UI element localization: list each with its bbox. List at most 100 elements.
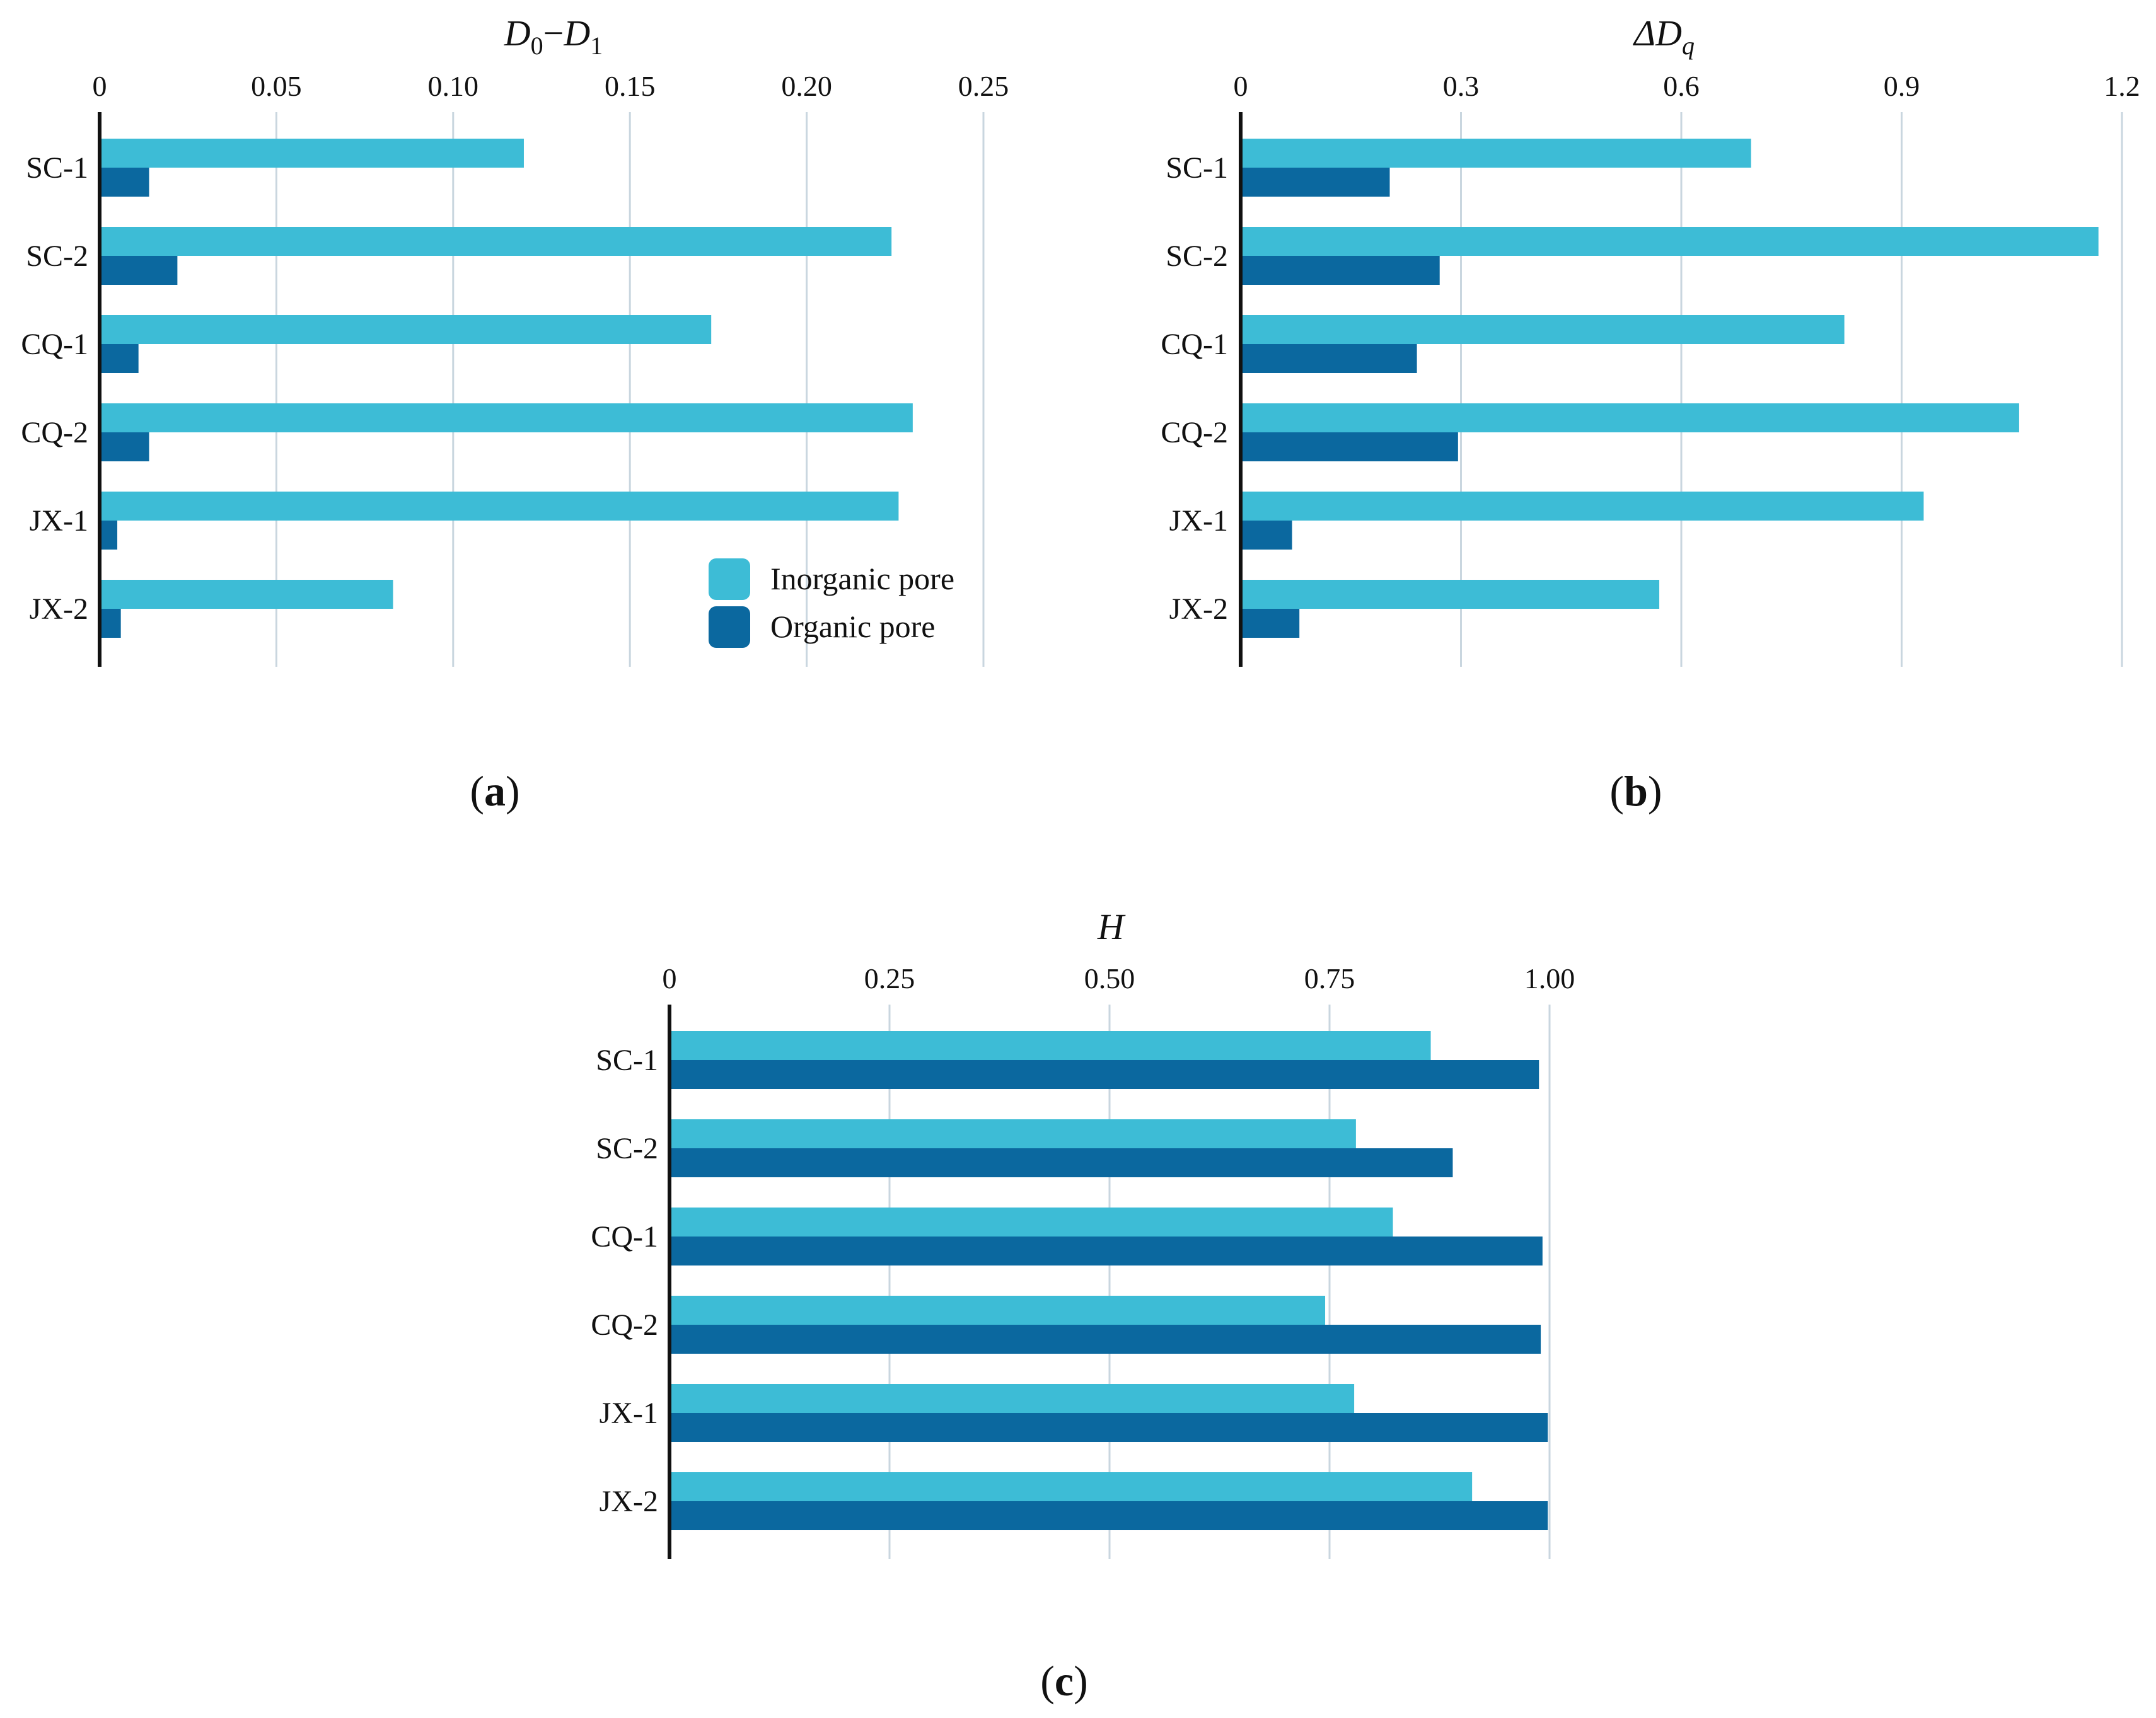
category-label: SC-2: [26, 239, 88, 273]
bars: [1241, 139, 2099, 638]
category-label: JX-1: [600, 1397, 658, 1430]
bar-inorganic-sc-1: [669, 1031, 1431, 1060]
bar-inorganic-sc-1: [100, 139, 524, 168]
x-tick-label: 1.2: [2104, 70, 2140, 102]
category-label: CQ-2: [591, 1308, 658, 1342]
chart-h: 0 0.25 0.50 0.75 1.00 SC-1 SC-2 CQ-1 CQ-2 JX-1 JX…: [591, 906, 1575, 1705]
gridlines: [888, 1005, 1551, 1559]
title-main: H: [1097, 906, 1126, 947]
panel-label: (a): [470, 767, 519, 815]
category-label: JX-2: [1169, 592, 1228, 626]
gridlines: [1460, 112, 2123, 667]
category-label: SC-1: [1166, 151, 1228, 185]
bar-organic-sc-2: [100, 256, 178, 285]
category-label: JX-1: [30, 504, 88, 538]
bar-organic-cq-1: [100, 344, 139, 373]
bar-inorganic-sc-2: [1241, 227, 2099, 256]
x-tick-label: 0.10: [428, 70, 479, 102]
x-tick-labels: 0 0.3 0.6 0.9 1.2: [1234, 70, 2140, 102]
bar-inorganic-cq-2: [100, 403, 913, 432]
panel-label: (b): [1609, 767, 1662, 815]
x-tick-labels: 0 0.25 0.50 0.75 1.00: [663, 962, 1575, 994]
x-tick-label: 0.6: [1663, 70, 1700, 102]
bar-organic-cq-2: [100, 432, 149, 461]
title-sub1: 0: [531, 32, 543, 60]
bar-organic-jx-2: [1241, 609, 1300, 638]
gridlines: [275, 112, 985, 667]
bars: [669, 1031, 1548, 1530]
category-label: SC-2: [1166, 239, 1228, 273]
panel-letter: c: [1055, 1657, 1074, 1705]
panel-letter: b: [1624, 767, 1648, 815]
x-tick-label: 0.20: [781, 70, 832, 102]
bar-inorganic-cq-1: [669, 1208, 1393, 1237]
bar-organic-sc-1: [669, 1060, 1539, 1089]
bar-organic-sc-2: [669, 1148, 1453, 1177]
bar-inorganic-jx-2: [1241, 580, 1660, 609]
x-tick-label: 0: [663, 962, 677, 994]
bar-organic-jx-2: [100, 609, 121, 638]
bar-inorganic-jx-2: [669, 1472, 1473, 1501]
x-tick-label: 0.3: [1443, 70, 1480, 102]
category-label: CQ-2: [21, 416, 88, 449]
category-label: JX-2: [600, 1485, 658, 1518]
bar-organic-cq-2: [1241, 432, 1458, 461]
x-tick-label: 0: [1234, 70, 1248, 102]
bar-organic-jx-1: [669, 1413, 1548, 1442]
x-tick-label: 0.75: [1304, 962, 1355, 994]
legend-swatch-inorganic: [709, 558, 750, 600]
bar-organic-jx-1: [100, 521, 118, 550]
category-label: JX-2: [30, 592, 88, 626]
bar-inorganic-jx-1: [669, 1384, 1355, 1413]
title-sub1: q: [1682, 32, 1695, 60]
bar-inorganic-sc-1: [1241, 139, 1751, 168]
chart-title: D0−D1: [504, 13, 603, 60]
category-label: SC-2: [596, 1132, 658, 1165]
bar-organic-cq-1: [669, 1237, 1543, 1265]
x-tick-label: 0.15: [605, 70, 656, 102]
bar-inorganic-cq-1: [100, 315, 712, 344]
bar-inorganic-cq-2: [669, 1296, 1326, 1325]
bar-organic-sc-2: [1241, 256, 1440, 285]
category-label: CQ-1: [591, 1220, 658, 1254]
category-labels: SC-1 SC-2 CQ-1 CQ-2 JX-1 JX-2: [1161, 151, 1228, 626]
bar-inorganic-cq-2: [1241, 403, 2019, 432]
bar-inorganic-cq-1: [1241, 315, 1845, 344]
legend: Inorganic pore Organic pore: [709, 558, 954, 648]
category-label: JX-1: [1169, 504, 1228, 538]
category-label: SC-1: [596, 1044, 658, 1077]
bar-organic-cq-1: [1241, 344, 1417, 373]
x-tick-label: 0.25: [864, 962, 915, 994]
legend-label-inorganic: Inorganic pore: [770, 561, 954, 596]
x-tick-labels: 0 0.05 0.10 0.15 0.20 0.25: [93, 70, 1009, 102]
panel-letter: a: [484, 767, 506, 815]
bars: [100, 139, 913, 638]
x-tick-label: 0.50: [1084, 962, 1135, 994]
x-tick-label: 0.25: [958, 70, 1009, 102]
chart-delta-dq: 0 0.3 0.6 0.9 1.2 SC-1 SC-2 CQ-1 CQ-2 JX-1 JX-2 Δ…: [1161, 13, 2140, 815]
category-labels: SC-1 SC-2 CQ-1 CQ-2 JX-1 JX-2: [591, 1044, 658, 1518]
category-label: SC-1: [26, 151, 88, 185]
bar-organic-jx-2: [669, 1501, 1548, 1530]
x-tick-label: 0.05: [251, 70, 302, 102]
bar-inorganic-jx-2: [100, 580, 393, 609]
bar-organic-jx-1: [1241, 521, 1292, 550]
title-main: D: [504, 13, 531, 54]
title-dash: −: [543, 13, 564, 54]
bar-organic-cq-2: [669, 1325, 1541, 1354]
category-label: CQ-1: [1161, 328, 1228, 361]
x-tick-label: 0: [93, 70, 107, 102]
bar-organic-sc-1: [1241, 168, 1390, 197]
bar-organic-sc-1: [100, 168, 149, 197]
bar-inorganic-sc-2: [669, 1119, 1356, 1148]
legend-swatch-organic: [709, 606, 750, 648]
bar-inorganic-sc-2: [100, 227, 892, 256]
category-label: CQ-2: [1161, 416, 1228, 449]
category-label: CQ-1: [21, 328, 88, 361]
title-sub2: 1: [590, 32, 603, 60]
x-tick-label: 0.9: [1884, 70, 1920, 102]
title-main2: D: [563, 13, 590, 54]
chart-title: H: [1097, 906, 1126, 947]
